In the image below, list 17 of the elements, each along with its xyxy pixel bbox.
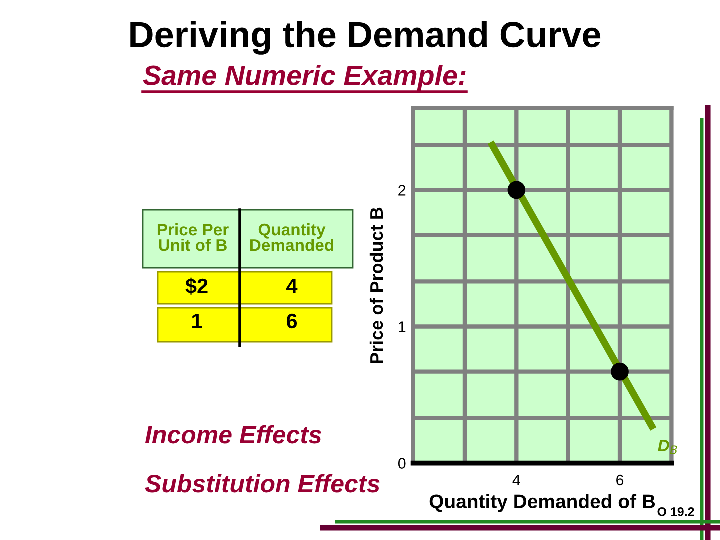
- series-label: D$_{B}$: [658, 440, 678, 454]
- text: Quantity Demanded: [250, 223, 334, 252]
- text: Substitution Effects: [145, 474, 380, 493]
- text: Income Effects: [145, 425, 322, 444]
- y-tick-label: 2: [398, 185, 406, 196]
- text: 6: [286, 314, 298, 329]
- y-tick-label: 1: [399, 322, 406, 332]
- x-axis-title: Quantity Demanded of B: [430, 494, 656, 512]
- text: O 19.2: [658, 508, 694, 516]
- text: 4: [286, 279, 298, 294]
- chart-title: Deriving the Demand Curve: [130, 21, 601, 55]
- text: 1: [192, 314, 202, 328]
- chart-subtitle: Same Numeric Example:: [143, 65, 466, 91]
- text: $2: [186, 278, 208, 295]
- text: Price Per Unit of B: [158, 223, 229, 252]
- y-tick-label: 0: [398, 458, 406, 469]
- y-axis-title: Price of Product B: [370, 208, 384, 364]
